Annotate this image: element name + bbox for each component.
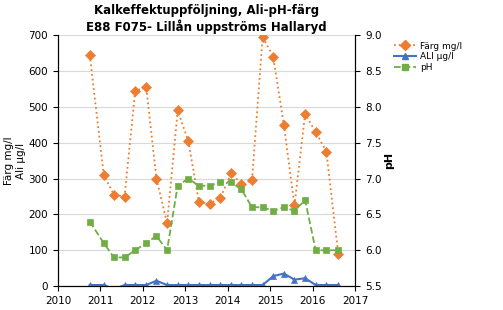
pH	[207, 184, 213, 188]
Färg mg/l	[164, 222, 170, 225]
Färg mg/l	[87, 53, 93, 57]
ALI µg/l	[175, 283, 181, 287]
ALI µg/l	[101, 283, 107, 287]
pH	[185, 177, 191, 180]
ALI µg/l	[249, 283, 255, 287]
Färg mg/l	[122, 195, 128, 198]
ALI µg/l	[153, 279, 159, 283]
Färg mg/l	[153, 177, 159, 180]
ALI µg/l	[217, 283, 223, 287]
pH	[302, 198, 308, 202]
Line: Färg mg/l: Färg mg/l	[86, 33, 342, 258]
pH	[143, 241, 149, 245]
ALI µg/l	[196, 283, 202, 287]
pH	[175, 184, 181, 188]
ALI µg/l	[228, 283, 234, 287]
ALI µg/l	[260, 283, 266, 287]
ALI µg/l	[207, 283, 213, 287]
pH	[238, 188, 244, 191]
Färg mg/l	[323, 150, 329, 153]
Line: pH: pH	[87, 175, 342, 261]
pH	[335, 248, 341, 252]
Färg mg/l	[143, 85, 149, 89]
Färg mg/l	[228, 171, 234, 175]
ALI µg/l	[281, 272, 287, 275]
ALI µg/l	[323, 283, 329, 287]
Färg mg/l	[111, 193, 117, 197]
Y-axis label: Färg mg/l
Ali µg/l: Färg mg/l Ali µg/l	[4, 136, 26, 185]
Färg mg/l	[270, 55, 276, 59]
pH	[122, 255, 128, 259]
pH	[228, 180, 234, 184]
Färg mg/l	[335, 252, 341, 256]
pH	[313, 248, 319, 252]
pH	[153, 234, 159, 238]
Färg mg/l	[207, 202, 213, 206]
ALI µg/l	[143, 283, 149, 287]
Färg mg/l	[132, 89, 138, 93]
pH	[111, 255, 117, 259]
pH	[87, 220, 93, 224]
Färg mg/l	[101, 173, 107, 177]
Title: Kalkeffektuppföljning, Ali-pH-färg
E88 F075- Lillån uppströms Hallaryd: Kalkeffektuppföljning, Ali-pH-färg E88 F…	[86, 4, 327, 34]
Färg mg/l	[313, 130, 319, 134]
Färg mg/l	[291, 204, 297, 207]
pH	[281, 206, 287, 209]
ALI µg/l	[270, 274, 276, 278]
Färg mg/l	[175, 108, 181, 112]
Färg mg/l	[249, 179, 255, 182]
ALI µg/l	[132, 283, 138, 287]
pH	[260, 206, 266, 209]
pH	[291, 209, 297, 213]
pH	[217, 180, 223, 184]
Färg mg/l	[185, 139, 191, 143]
pH	[270, 209, 276, 213]
Y-axis label: pH: pH	[384, 152, 394, 169]
pH	[132, 248, 138, 252]
ALI µg/l	[164, 283, 170, 287]
ALI µg/l	[291, 278, 297, 281]
ALI µg/l	[111, 287, 117, 291]
pH	[164, 248, 170, 252]
ALI µg/l	[122, 283, 128, 287]
Färg mg/l	[281, 123, 287, 127]
ALI µg/l	[87, 283, 93, 287]
ALI µg/l	[313, 283, 319, 287]
Legend: Färg mg/l, ALI µg/l, pH: Färg mg/l, ALI µg/l, pH	[392, 40, 464, 74]
ALI µg/l	[238, 283, 244, 287]
Färg mg/l	[196, 200, 202, 204]
pH	[249, 206, 255, 209]
Färg mg/l	[302, 112, 308, 116]
ALI µg/l	[335, 283, 341, 287]
Line: ALI µg/l: ALI µg/l	[87, 270, 342, 292]
Färg mg/l	[217, 197, 223, 200]
ALI µg/l	[302, 277, 308, 280]
pH	[196, 184, 202, 188]
pH	[101, 241, 107, 245]
ALI µg/l	[185, 283, 191, 287]
Färg mg/l	[260, 35, 266, 39]
Färg mg/l	[238, 182, 244, 186]
pH	[323, 248, 329, 252]
